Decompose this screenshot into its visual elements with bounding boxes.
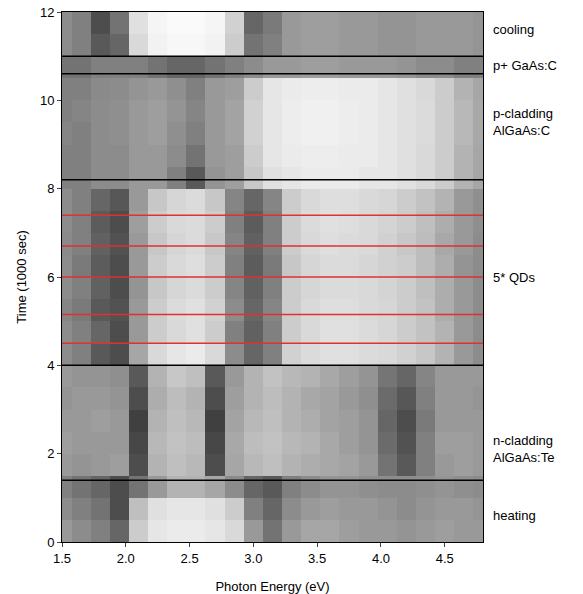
svg-text:1.5: 1.5	[53, 551, 71, 566]
svg-text:heating: heating	[493, 508, 536, 523]
svg-text:2: 2	[47, 446, 54, 461]
svg-text:4: 4	[47, 358, 54, 373]
svg-text:6: 6	[47, 270, 54, 285]
svg-text:2.0: 2.0	[117, 551, 135, 566]
svg-text:3.5: 3.5	[308, 551, 326, 566]
svg-text:Photon Energy (eV): Photon Energy (eV)	[215, 579, 329, 594]
svg-text:4.0: 4.0	[372, 551, 390, 566]
svg-text:3.0: 3.0	[244, 551, 262, 566]
svg-text:5* QDs: 5* QDs	[493, 270, 535, 285]
svg-text:0: 0	[47, 535, 54, 550]
svg-text:cooling: cooling	[493, 22, 534, 37]
svg-text:Time (1000 sec): Time (1000 sec)	[14, 230, 29, 323]
svg-text:p+ GaAs:C: p+ GaAs:C	[493, 58, 557, 73]
svg-text:10: 10	[40, 93, 54, 108]
svg-text:n-claddingAlGaAs:Te: n-claddingAlGaAs:Te	[493, 433, 554, 465]
svg-text:12: 12	[40, 5, 54, 20]
svg-text:p-claddingAlGaAs:C: p-claddingAlGaAs:C	[493, 106, 553, 138]
svg-text:4.5: 4.5	[436, 551, 454, 566]
svg-text:8: 8	[47, 181, 54, 196]
svg-text:2.5: 2.5	[181, 551, 199, 566]
